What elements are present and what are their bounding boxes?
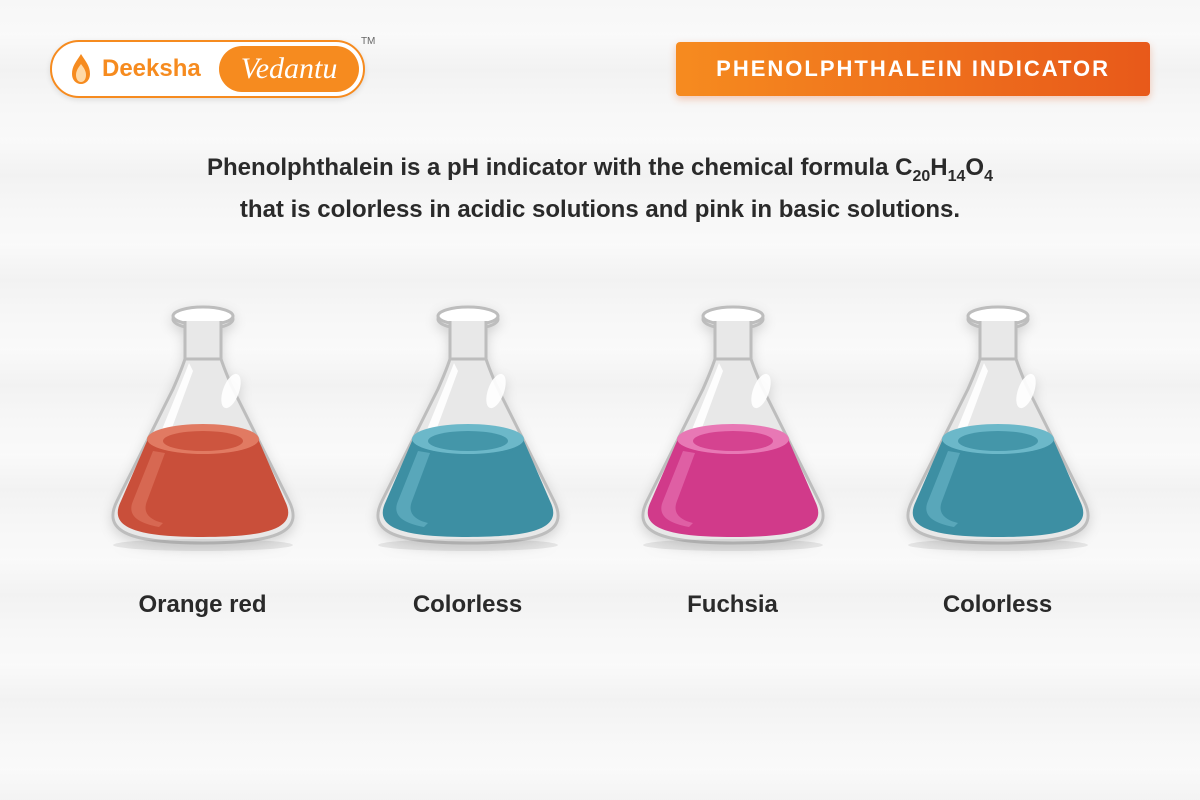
flask-item: Fuchsia <box>623 301 843 619</box>
flame-icon <box>70 54 92 84</box>
flask-item: Colorless <box>888 301 1108 619</box>
flask-item: Orange red <box>93 301 313 619</box>
desc-part-1: Phenolphthalein is a pH indicator with t… <box>207 154 912 181</box>
header-row: Deeksha Vedantu TM PHENOLPHTHALEIN INDIC… <box>50 40 1150 98</box>
flask-label: Fuchsia <box>687 591 778 619</box>
desc-sub-1: 20 <box>912 168 930 185</box>
flask-icon <box>93 301 313 551</box>
flask-label: Colorless <box>413 591 522 619</box>
flask-label: Orange red <box>138 591 266 619</box>
flask-icon <box>623 301 843 551</box>
logo-brand-vedantu: Vedantu <box>219 46 360 92</box>
flask-row: Orange red Colorless <box>50 301 1150 619</box>
desc-mid-2: O <box>965 154 984 181</box>
desc-sub-2: 14 <box>948 168 966 185</box>
flask-icon <box>358 301 578 551</box>
content-container: Deeksha Vedantu TM PHENOLPHTHALEIN INDIC… <box>0 0 1200 800</box>
page-title-banner: PHENOLPHTHALEIN INDICATOR <box>676 42 1150 96</box>
logo-badge: Deeksha Vedantu TM <box>50 40 365 98</box>
flask-item: Colorless <box>358 301 578 619</box>
trademark-symbol: TM <box>361 36 375 47</box>
logo-brand-deeksha: Deeksha <box>56 47 219 91</box>
desc-mid-1: H <box>930 154 947 181</box>
description-text: Phenolphthalein is a pH indicator with t… <box>120 148 1080 231</box>
desc-part-2: that is colorless in acidic solutions an… <box>240 196 960 223</box>
flask-label: Colorless <box>943 591 1052 619</box>
flask-icon <box>888 301 1108 551</box>
desc-sub-3: 4 <box>984 168 993 185</box>
logo-text-deeksha: Deeksha <box>102 55 201 82</box>
